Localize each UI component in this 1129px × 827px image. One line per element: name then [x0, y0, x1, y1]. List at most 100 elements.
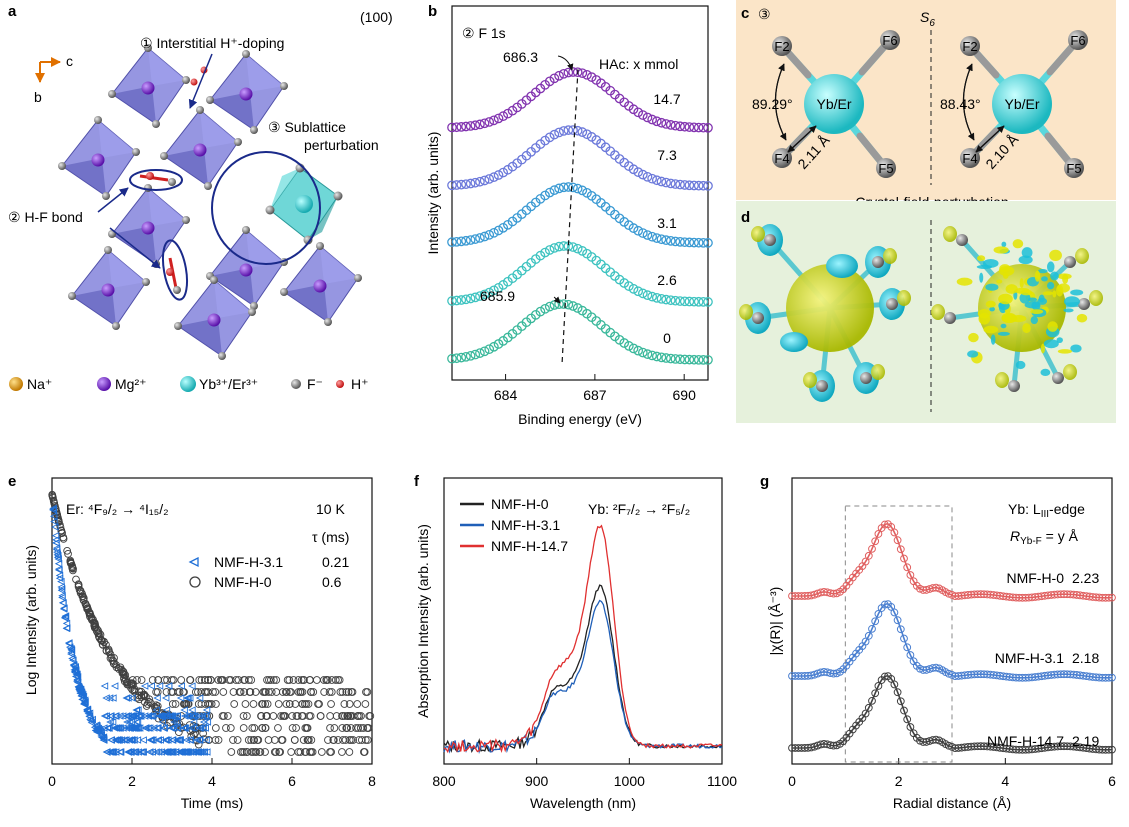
- xps-point: [558, 126, 569, 136]
- xps-point: [689, 180, 699, 191]
- legend-label: Mg²⁺: [115, 376, 147, 392]
- decay-point: [283, 676, 292, 684]
- decay-point: [58, 593, 66, 602]
- xps-point: [554, 183, 564, 194]
- iso-fragment: [1000, 323, 1007, 329]
- iso-fragment: [1050, 271, 1059, 281]
- xps-point: [633, 286, 644, 297]
- decay-point: [100, 682, 109, 690]
- exafs-point: [861, 637, 870, 646]
- iso-fragment: [979, 272, 984, 283]
- decay-point: [309, 688, 318, 696]
- legend-label: NMF-H-3.1: [491, 517, 560, 533]
- iso-fragment: [982, 259, 999, 268]
- decay-point: [267, 676, 275, 684]
- decay-tick-label: 6: [288, 773, 296, 789]
- xps-point: [572, 67, 583, 78]
- f-ion: [324, 318, 332, 326]
- iso-fragment: [985, 283, 999, 291]
- xps-point: [647, 350, 657, 361]
- xps-point: [684, 354, 695, 365]
- exafs-point: [871, 689, 880, 698]
- decay-point: [78, 695, 87, 704]
- decay-series-NMF-H-3.1: [49, 504, 212, 756]
- decay-point: [218, 712, 227, 720]
- iso-fragment: [967, 350, 979, 358]
- xps-point: [582, 129, 592, 140]
- decay-point: [87, 718, 96, 727]
- xps-point: [675, 354, 685, 365]
- decay-point: [352, 724, 360, 732]
- iso-fragment: [993, 246, 1009, 254]
- decay-point: [185, 712, 193, 720]
- ion-legend: Na⁺ Mg²⁺ Yb³⁺/Er³⁺ F⁻ H⁺: [9, 376, 369, 392]
- decay-point: [86, 612, 94, 621]
- f-ion: [872, 256, 884, 268]
- panel-label-d: d: [741, 209, 750, 226]
- xps-point: [642, 171, 653, 182]
- decay-point: [110, 682, 119, 690]
- decay-point: [330, 724, 339, 732]
- yb-er-ion: [804, 74, 864, 134]
- decay-point: [282, 700, 291, 708]
- decay-point: [62, 619, 71, 628]
- decay-point: [207, 700, 216, 708]
- decay-point: [307, 736, 316, 744]
- xps-point: [451, 353, 462, 364]
- xps-point: [642, 112, 653, 123]
- decay-point: [106, 748, 114, 756]
- xps-point: [493, 113, 504, 124]
- xps-point: [582, 69, 592, 80]
- yellow-lobe: [803, 372, 817, 388]
- xps-point: [651, 293, 662, 303]
- panel-a: a (100) c b ① Interstitial H⁺-doping ② H…: [8, 3, 393, 392]
- xps-point: [661, 235, 671, 245]
- decay-point: [140, 690, 149, 699]
- f-ion: [160, 152, 168, 160]
- xps-series-label: 2.6: [657, 272, 677, 288]
- xps-xlabel: Binding energy (eV): [518, 411, 642, 427]
- bond-arrow: [975, 125, 1005, 153]
- decay-point: [331, 676, 340, 684]
- decay-point: [334, 676, 342, 684]
- decay-point: [97, 731, 105, 740]
- decay-point: [65, 639, 73, 647]
- decay-point: [357, 712, 365, 720]
- exafs-tick-label: 0: [788, 773, 796, 789]
- tau-header: τ (ms): [312, 529, 349, 545]
- yellow-lobe: [883, 248, 897, 264]
- decay-point: [193, 736, 201, 744]
- decay-point: [365, 712, 374, 720]
- decay-point: [102, 646, 111, 655]
- mg-ion: [141, 221, 155, 235]
- yellow-lobe: [751, 226, 765, 242]
- xps-point: [475, 233, 485, 243]
- decay-point: [227, 748, 236, 756]
- decay-point: [171, 712, 179, 720]
- xps-point: [633, 167, 644, 177]
- exafs-series-NMF-H-3.1: [788, 600, 1116, 682]
- iso-fragment: [996, 279, 1003, 284]
- decay-point: [327, 700, 335, 708]
- decay-point: [59, 599, 67, 607]
- decay-point: [289, 676, 298, 684]
- xps-point: [684, 180, 695, 191]
- f-ion: [752, 312, 764, 324]
- xps-point: [693, 122, 704, 133]
- iso-fragment: [977, 255, 986, 262]
- decay-point: [75, 586, 84, 594]
- yellow-lobe: [943, 226, 957, 242]
- decay-point: [347, 736, 356, 744]
- decay-point: [168, 712, 177, 720]
- f-ion: [132, 148, 140, 156]
- f-ion: [102, 192, 110, 200]
- decay-point: [306, 688, 315, 696]
- decay-point: [67, 644, 75, 653]
- decay-point: [147, 712, 156, 720]
- iso-fragment: [1002, 272, 1009, 279]
- decay-point: [324, 736, 332, 744]
- decay-point: [203, 718, 212, 726]
- decay-point: [363, 736, 372, 744]
- xps-point: [698, 296, 709, 307]
- iso-fragment: [1019, 278, 1024, 289]
